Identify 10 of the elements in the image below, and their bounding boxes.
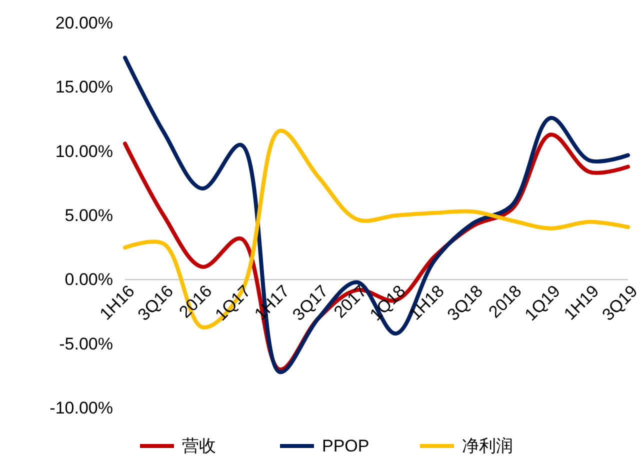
legend-label: PPOP [322,436,370,456]
legend-label: 营收 [182,436,216,456]
y-tick-label: 0.00% [64,270,113,290]
y-tick-label: 20.00% [55,14,113,32]
y-tick-label: 15.00% [55,78,113,97]
y-tick-label: -5.00% [59,334,113,354]
y-tick-label: 10.00% [55,142,113,161]
y-tick-label: -10.00% [50,398,113,418]
y-tick-label: 5.00% [64,206,113,225]
legend-label: 净利润 [462,436,513,456]
